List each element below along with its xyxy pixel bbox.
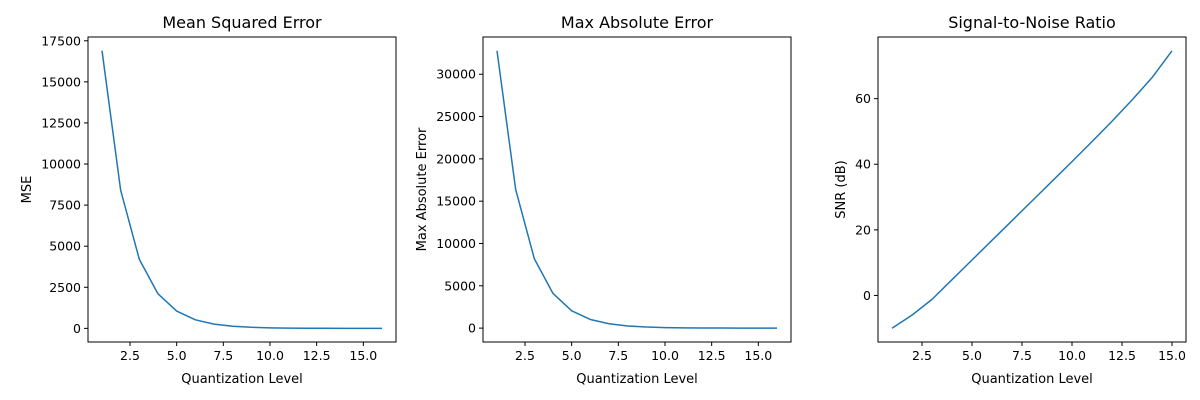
y-tick-label: 0 (73, 321, 81, 336)
x-tick-label: 12.5 (1108, 348, 1136, 363)
y-axis-label: MSE (20, 176, 35, 204)
y-tick-label: 0 (468, 321, 476, 336)
x-tick-label: 10.0 (651, 348, 679, 363)
x-tick-label: 7.5 (608, 348, 628, 363)
x-tick-label: 7.5 (213, 348, 233, 363)
axes-frame (87, 36, 397, 343)
y-tick-label: 10000 (436, 236, 476, 251)
x-tick-label: 5.0 (562, 348, 582, 363)
x-axis-label: Quantization Level (181, 372, 303, 387)
y-tick-label: 5000 (444, 278, 476, 293)
y-tick-label: 60 (855, 91, 871, 106)
y-tick-label: 20 (855, 222, 871, 237)
x-tick-label: 7.5 (1012, 348, 1032, 363)
x-tick-label: 15.0 (1158, 348, 1186, 363)
y-tick-label: 0 (863, 288, 871, 303)
y-tick-label: 40 (855, 157, 871, 172)
x-tick-label: 15.0 (744, 348, 772, 363)
y-tick-label: 17500 (41, 33, 81, 48)
axes-frame (877, 36, 1187, 343)
chart-title: Mean Squared Error (162, 13, 322, 32)
y-tick-label: 15000 (436, 194, 476, 209)
chart-title: Signal-to-Noise Ratio (948, 13, 1116, 32)
x-tick-label: 5.0 (167, 348, 187, 363)
subplot-2: 2.5 5.0 7.5 10.0 12.5 15.0 0 5000 10000 15000 2000… (415, 13, 792, 387)
y-tick-label: 2500 (49, 280, 81, 295)
y-tick-label: 20000 (436, 151, 476, 166)
axes-frame (482, 36, 792, 343)
x-tick-label: 2.5 (912, 348, 932, 363)
subplot-3: 2.5 5.0 7.5 10.0 12.5 15.0 0 20 40 60 Signal-to-No… (834, 13, 1187, 387)
y-tick-label: 30000 (436, 67, 476, 82)
y-tick-label: 10000 (41, 157, 81, 172)
x-tick-label: 12.5 (303, 348, 331, 363)
x-tick-label: 12.5 (698, 348, 726, 363)
series-line (496, 50, 778, 329)
x-axis-label: Quantization Level (576, 372, 698, 387)
y-axis-label: SNR (dB) (834, 160, 849, 218)
y-axis-label: Max Absolute Error (415, 127, 430, 251)
x-tick-label: 10.0 (1058, 348, 1086, 363)
series-line (891, 50, 1173, 329)
y-tick-label: 7500 (49, 198, 81, 213)
x-tick-label: 2.5 (515, 348, 535, 363)
x-tick-label: 2.5 (120, 348, 140, 363)
series-line (101, 50, 383, 330)
chart-title: Max Absolute Error (561, 13, 714, 32)
subplot-1: 2.5 5.0 7.5 10.0 12.5 15.0 0 2500 5000 7500 10000 1… (20, 13, 397, 387)
x-tick-label: 15.0 (349, 348, 377, 363)
y-tick-label: 5000 (49, 239, 81, 254)
x-tick-label: 5.0 (962, 348, 982, 363)
y-tick-label: 15000 (41, 74, 81, 89)
x-tick-label: 10.0 (256, 348, 284, 363)
y-tick-label: 12500 (41, 115, 81, 130)
x-axis-label: Quantization Level (971, 372, 1093, 387)
y-tick-label: 25000 (436, 109, 476, 124)
